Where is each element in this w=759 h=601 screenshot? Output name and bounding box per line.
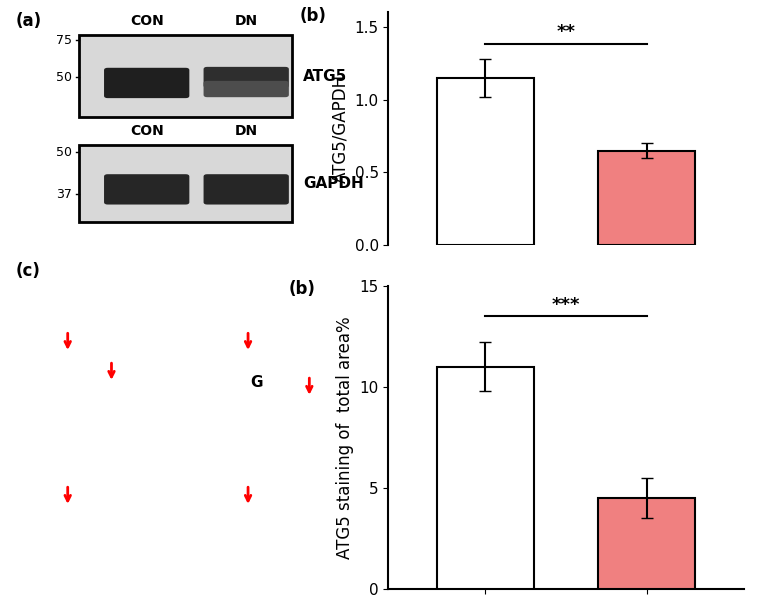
Text: 50: 50 bbox=[56, 71, 72, 84]
Bar bbox=[598, 498, 695, 589]
Text: (b): (b) bbox=[300, 7, 326, 25]
FancyBboxPatch shape bbox=[203, 81, 289, 97]
Bar bbox=[437, 78, 534, 245]
Bar bbox=[598, 151, 695, 245]
Text: (b): (b) bbox=[289, 279, 316, 297]
Text: DN: DN bbox=[235, 14, 258, 28]
Text: 75: 75 bbox=[56, 34, 72, 46]
Text: ***: *** bbox=[552, 296, 581, 314]
FancyBboxPatch shape bbox=[104, 68, 189, 98]
Y-axis label: ATG5/GAPDH: ATG5/GAPDH bbox=[331, 74, 349, 183]
Text: (c): (c) bbox=[15, 261, 40, 279]
Text: 37: 37 bbox=[56, 188, 72, 201]
FancyBboxPatch shape bbox=[104, 174, 189, 204]
FancyBboxPatch shape bbox=[203, 174, 289, 204]
Text: CON: CON bbox=[130, 14, 164, 28]
Text: 50: 50 bbox=[56, 145, 72, 159]
FancyBboxPatch shape bbox=[203, 67, 289, 88]
Text: GAPDH: GAPDH bbox=[303, 176, 364, 191]
Bar bbox=[437, 367, 534, 589]
FancyBboxPatch shape bbox=[79, 145, 292, 222]
Text: ATG5: ATG5 bbox=[303, 69, 348, 84]
Y-axis label: ATG5 staining of  total area%: ATG5 staining of total area% bbox=[336, 316, 354, 558]
Text: G: G bbox=[250, 375, 263, 390]
Text: DN: DN bbox=[235, 124, 258, 138]
FancyBboxPatch shape bbox=[79, 35, 292, 117]
Text: CON: CON bbox=[130, 124, 164, 138]
Text: (a): (a) bbox=[15, 12, 41, 30]
Text: **: ** bbox=[556, 23, 575, 41]
